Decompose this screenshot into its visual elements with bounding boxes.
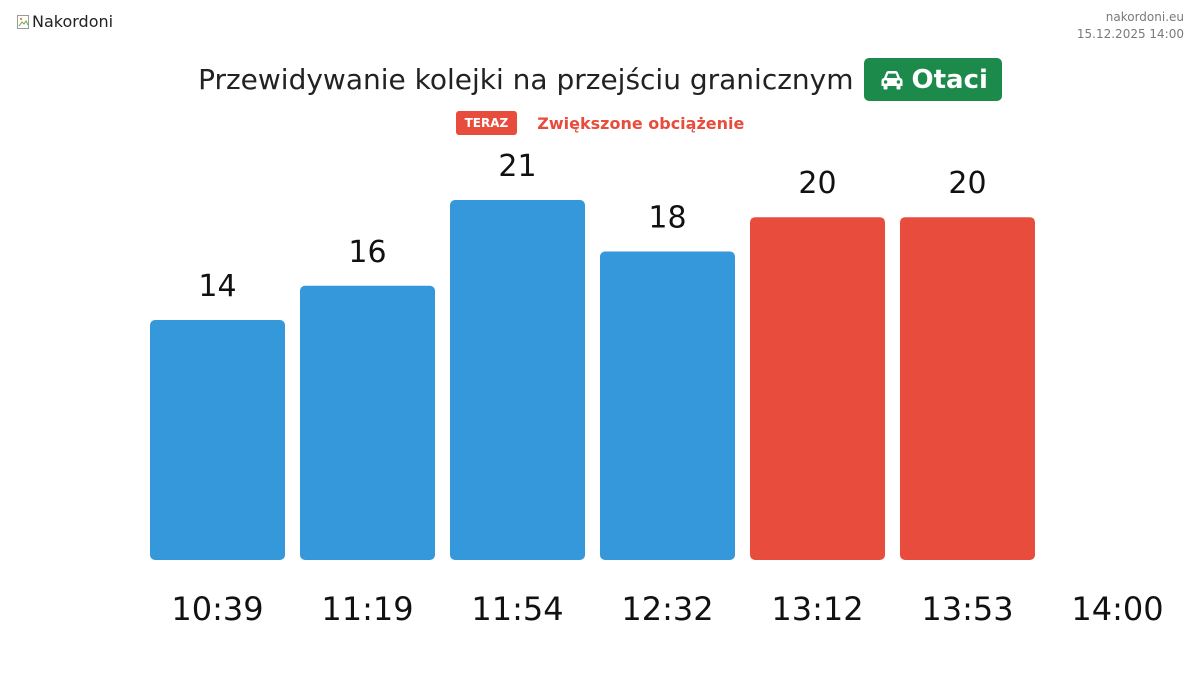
bar-value-label: 20 — [948, 166, 986, 201]
logo: Nakordoni — [16, 12, 113, 31]
timestamp: 15.12.2025 14:00 — [1076, 27, 1184, 41]
x-tick-label: 13:53 — [921, 590, 1013, 628]
bar-value-label: 21 — [498, 149, 536, 184]
load-status: Zwiększone obciążenie — [537, 113, 745, 133]
bar-value-label: 14 — [198, 269, 236, 304]
bar-value-label: 18 — [648, 200, 686, 235]
page-title-row: Przewidywanie kolejki na przejściu grani… — [0, 58, 1200, 101]
bar-1312 — [750, 217, 885, 560]
x-tick-label: 13:12 — [771, 590, 863, 628]
x-tick-label: 12:32 — [621, 590, 713, 628]
bar-1119 — [300, 285, 435, 560]
car-icon — [878, 68, 906, 92]
bar-1353 — [900, 217, 1035, 560]
page-title: Przewidywanie kolejki na przejściu grani… — [198, 63, 854, 96]
crossing-name: Otaci — [911, 64, 988, 95]
now-badge: TERAZ — [455, 111, 518, 135]
status-row: TERAZ Zwiększone obciążenie — [0, 111, 1200, 135]
logo-alt-text: Nakordoni — [32, 12, 114, 31]
bar-value-label: 20 — [798, 166, 836, 201]
broken-image-icon — [16, 14, 32, 30]
bar-1154 — [450, 200, 585, 560]
x-tick-label: 11:54 — [471, 590, 563, 628]
x-tick-label: 10:39 — [171, 590, 263, 628]
x-tick-label: 14:00 — [1071, 590, 1163, 628]
site-name: nakordoni.eu — [1105, 10, 1184, 24]
x-tick-label: 11:19 — [321, 590, 413, 628]
bar-1039 — [150, 320, 285, 560]
bar-value-label: 16 — [348, 235, 386, 270]
bar-1232 — [600, 251, 735, 561]
header-meta: nakordoni.eu 15.12.2025 14:00 — [1077, 9, 1184, 43]
crossing-badge: Otaci — [863, 58, 1002, 101]
